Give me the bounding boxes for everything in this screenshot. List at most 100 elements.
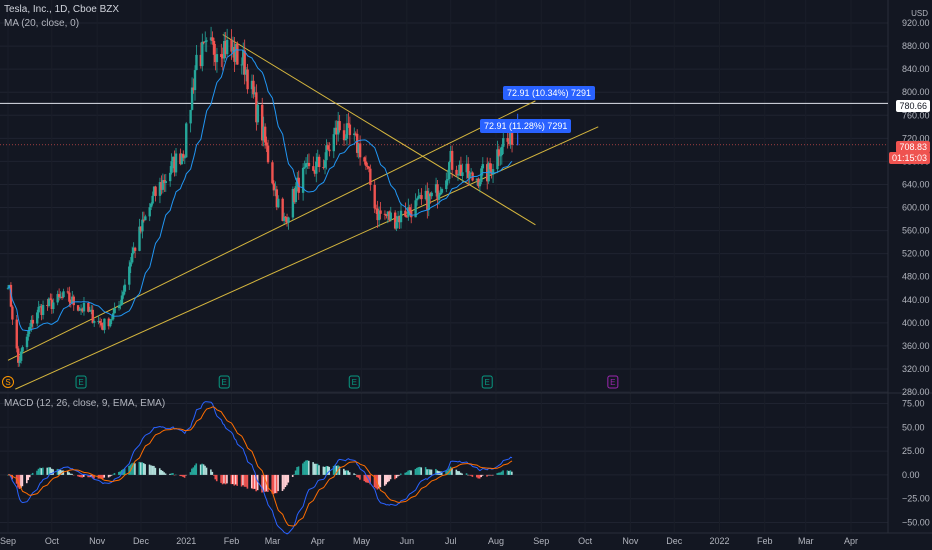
macd-histogram-bar: [66, 470, 69, 475]
candle-body: [185, 123, 188, 158]
macd-line: [7, 401, 513, 535]
macd-histogram-bar: [246, 474, 249, 489]
candle-body: [107, 318, 111, 327]
candle-body: [220, 54, 223, 57]
earnings-marker[interactable]: E: [607, 375, 619, 389]
candle-body: [450, 150, 454, 170]
candle-body: [315, 161, 318, 174]
candle-body: [195, 54, 198, 71]
macd-legend[interactable]: MACD (12, 26, close, 9, EMA, EMA): [4, 398, 169, 409]
candle-body: [66, 291, 70, 293]
candle-body: [223, 41, 226, 59]
macd-histogram-bar: [91, 474, 94, 479]
candle-body: [277, 198, 280, 208]
macd-histogram-bar: [20, 474, 22, 489]
macd-histogram-bar: [112, 474, 114, 475]
macd-histogram-bar: [451, 467, 453, 475]
macd-histogram-bar: [68, 472, 70, 475]
macd-histogram-bar: [445, 470, 447, 475]
candle-body: [389, 212, 392, 220]
candle-body: [467, 163, 470, 178]
macd-histogram-bar: [315, 463, 317, 475]
candle-body: [109, 320, 112, 327]
macd-histogram-bar: [231, 474, 234, 485]
macd-histogram-bar: [383, 474, 386, 486]
candle-body: [285, 217, 289, 223]
candle-body: [405, 216, 409, 218]
candle-body: [88, 310, 92, 312]
split-marker[interactable]: S: [2, 376, 14, 388]
candle-body: [304, 163, 308, 168]
candle-body: [477, 178, 480, 187]
macd-histogram-bar: [11, 474, 13, 480]
candle-body: [119, 304, 122, 306]
axes: [0, 0, 932, 534]
candle-body: [179, 153, 182, 165]
macd-histogram-bar: [426, 469, 428, 475]
macd-histogram-bar: [138, 461, 141, 475]
candle-body: [250, 80, 254, 90]
macd-histogram-bar: [139, 462, 142, 475]
time-tick-label: Jul: [445, 536, 457, 546]
macd-histogram-bar: [163, 472, 165, 475]
macd-histogram-bar: [420, 467, 423, 475]
price-tick-label: 480.00: [902, 272, 930, 282]
candle-body: [379, 210, 382, 214]
candle-body: [182, 153, 185, 158]
candle-body: [490, 169, 493, 175]
price-tick-label: 720.00: [902, 133, 930, 143]
candle-body: [417, 195, 420, 199]
candle-body: [41, 304, 45, 315]
candle-body: [393, 212, 397, 229]
macd-histogram-bar: [435, 468, 437, 475]
candle-body: [481, 164, 485, 169]
macd-histogram-bar: [236, 474, 238, 486]
macd-histogram-bar: [81, 474, 84, 478]
candle-body: [36, 312, 39, 324]
macd-histogram-bar: [82, 474, 85, 477]
candle-body: [491, 169, 495, 175]
macd-histogram-bar: [318, 465, 320, 475]
macd-histogram-bar: [103, 474, 106, 478]
candle-body: [50, 299, 54, 310]
candle-body: [509, 132, 512, 145]
macd-histogram-bar: [252, 474, 255, 490]
candle-body: [354, 133, 357, 135]
candles: [6, 26, 514, 367]
candle-body: [335, 127, 338, 135]
macd-histogram-bar: [150, 465, 152, 475]
candle-body: [117, 305, 121, 309]
measure-annotation-2[interactable]: 72.91 (11.28%) 7291: [480, 119, 572, 133]
earnings-marker-box: [607, 375, 619, 389]
macd-histogram-bar: [455, 469, 458, 475]
symbol-legend[interactable]: Tesla, Inc., 1D, Cboe BZX: [4, 4, 123, 15]
macd-histogram-bar: [429, 469, 431, 475]
earnings-marker[interactable]: E: [481, 375, 493, 389]
candle-body: [262, 126, 265, 141]
candle-body: [326, 145, 330, 150]
candle-body: [49, 298, 52, 300]
event-marker-label: E: [222, 378, 227, 387]
candle-body: [271, 162, 274, 184]
macd-histogram-bar: [78, 474, 81, 477]
macd-histogram-bar: [475, 474, 478, 478]
earnings-marker[interactable]: E: [218, 375, 230, 389]
candle-body: [478, 181, 482, 187]
earnings-marker[interactable]: E: [348, 375, 360, 389]
earnings-marker[interactable]: E: [75, 375, 87, 389]
macd-histogram-bar: [46, 467, 49, 475]
macd-tick-label: 25.00: [902, 446, 925, 456]
macd-histogram-bar: [220, 474, 222, 483]
candle-body: [253, 92, 257, 95]
horizontal-lines: [0, 102, 888, 146]
macd-histogram-bar: [465, 473, 468, 475]
ma-legend[interactable]: MA (20, close, 0): [4, 18, 83, 29]
measure-annotation-1[interactable]: 72.91 (10.34%) 7291: [503, 86, 596, 100]
candle-body: [244, 69, 248, 75]
macd-histogram-bar: [348, 472, 351, 475]
signal-line: [7, 406, 513, 527]
candle-body: [274, 189, 277, 191]
macd-histogram-bar: [481, 474, 484, 476]
